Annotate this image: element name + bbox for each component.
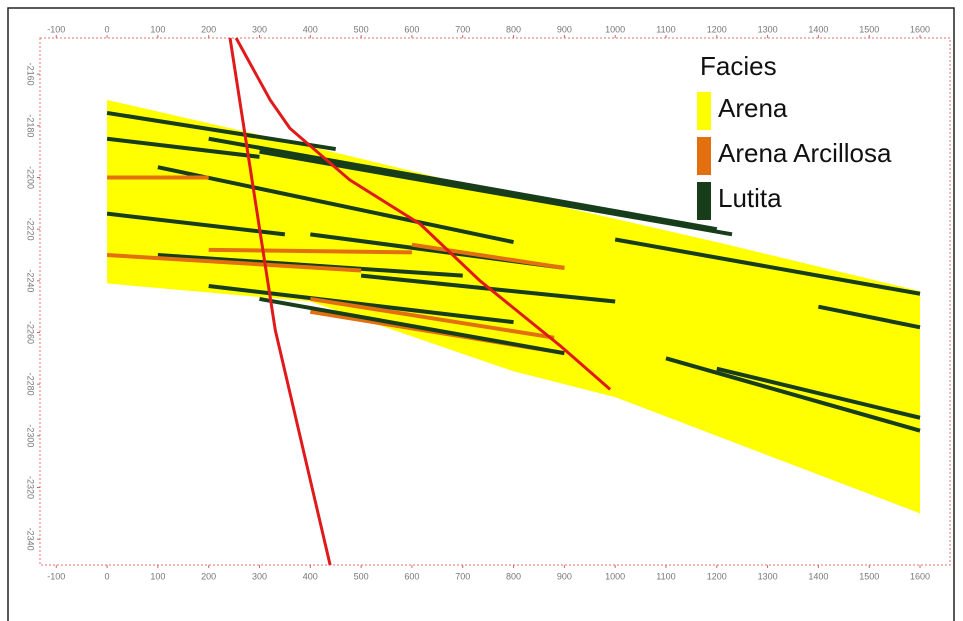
x-tick-label: 1500 xyxy=(859,571,879,581)
facies-band xyxy=(818,304,921,330)
facies-band xyxy=(208,284,514,325)
x-tick-label: 1300 xyxy=(758,24,778,34)
plot-area xyxy=(106,37,921,566)
y-tick-label: -2300 xyxy=(26,424,36,447)
facies-band xyxy=(208,136,718,232)
x-tick-label: 500 xyxy=(354,24,369,34)
x-tick-label: 1000 xyxy=(605,571,625,581)
x-tick-label: 700 xyxy=(455,571,470,581)
plot-frame xyxy=(39,37,951,566)
x-tick-label: 800 xyxy=(506,571,521,581)
x-tick-label: -100 xyxy=(47,571,65,581)
facies-band xyxy=(208,247,412,255)
x-tick-label: 100 xyxy=(150,571,165,581)
y-tick-label: -2260 xyxy=(26,321,36,344)
x-tick-label: 1600 xyxy=(910,24,930,34)
x-tick-label: 200 xyxy=(201,571,216,581)
facies-band xyxy=(665,356,921,433)
x-tick-label: 600 xyxy=(404,571,419,581)
legend-items: Arena Arena Arcillosa Lutita xyxy=(697,92,892,220)
x-tick-label: 1400 xyxy=(808,571,828,581)
legend-label: Lutita xyxy=(718,183,782,213)
x-tick-label: 1100 xyxy=(656,24,675,34)
x-tick-label: 1400 xyxy=(808,24,828,34)
x-tick-label: 800 xyxy=(506,24,521,34)
facies-band xyxy=(106,136,260,159)
legend-label: Arena xyxy=(718,93,788,123)
facies-band xyxy=(259,149,733,237)
x-tick-label: 1200 xyxy=(707,571,727,581)
x-tick-label: 900 xyxy=(557,24,572,34)
facies-band xyxy=(411,242,565,270)
x-tick-label: 1100 xyxy=(656,571,675,581)
x-tick-label: 1200 xyxy=(707,24,727,34)
x-tick-label: 0 xyxy=(105,571,110,581)
y-tick-label: -2240 xyxy=(26,269,36,292)
legend-title: Facies xyxy=(700,51,777,81)
x-tick-label: 500 xyxy=(354,571,369,581)
legend-swatch xyxy=(697,182,711,220)
y-tick-label: -2180 xyxy=(26,114,36,137)
x-tick-label: 200 xyxy=(201,24,216,34)
x-tick-label: 700 xyxy=(455,24,470,34)
x-tick-label: 100 xyxy=(150,24,165,34)
fault-line xyxy=(228,37,332,566)
x-tick-label: 300 xyxy=(252,571,267,581)
facies-band xyxy=(106,253,362,273)
legend-swatch xyxy=(697,137,711,175)
facies-band xyxy=(106,211,286,237)
facies-band xyxy=(259,296,565,356)
x-tick-label: 900 xyxy=(557,571,572,581)
y-tick-label: -2220 xyxy=(26,218,36,241)
fault-line xyxy=(234,37,612,391)
facies-band xyxy=(716,366,921,420)
x-tick-label: 1000 xyxy=(605,24,625,34)
x-tick-label: 1500 xyxy=(859,24,879,34)
facies-band xyxy=(157,165,514,245)
y-tick-label: -2340 xyxy=(26,528,36,551)
facies-band xyxy=(106,110,337,152)
facies-band xyxy=(614,237,921,296)
y-tick-label: -2200 xyxy=(26,166,36,189)
legend-swatch xyxy=(697,92,711,130)
x-tick-label: 600 xyxy=(404,24,419,34)
legend-label: Arena Arcillosa xyxy=(718,138,892,168)
x-tick-label: 0 xyxy=(105,24,110,34)
x-tick-label: 400 xyxy=(303,24,318,34)
y-tick-label: -2280 xyxy=(26,373,36,396)
x-tick-label: 1600 xyxy=(910,571,930,581)
facies-band xyxy=(157,253,463,278)
facies-band xyxy=(309,296,555,340)
x-tick-label: -100 xyxy=(47,24,65,34)
x-tick-label: 1300 xyxy=(758,571,778,581)
x-tick-label: 300 xyxy=(252,24,267,34)
y-tick-label: -2160 xyxy=(26,63,36,86)
legend: Facies Arena Arena Arcillosa Lutita xyxy=(697,51,892,220)
y-tick-label: -2320 xyxy=(26,476,36,499)
outer-frame xyxy=(7,7,955,621)
x-tick-label: 400 xyxy=(303,571,318,581)
